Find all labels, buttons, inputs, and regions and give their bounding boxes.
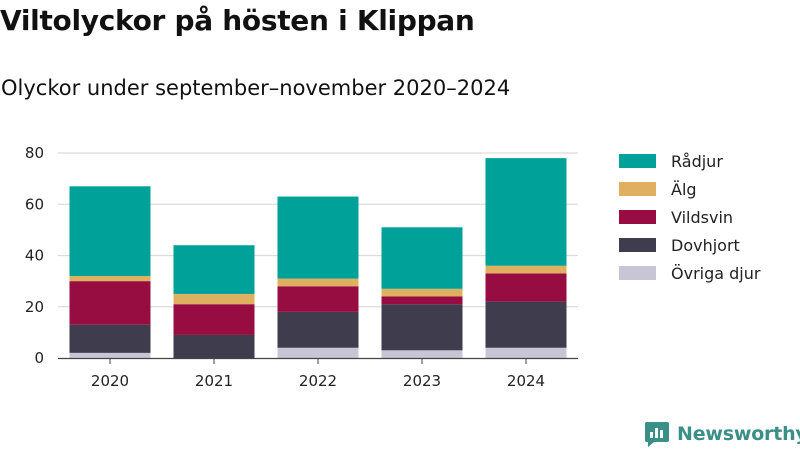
legend-item: Vildsvin xyxy=(619,203,760,231)
bar-segment xyxy=(69,281,151,325)
y-tick-label: 80 xyxy=(25,144,44,162)
legend-swatch xyxy=(619,154,656,168)
legend-item: Övriga djur xyxy=(619,259,760,287)
y-tick-label: 40 xyxy=(25,247,44,265)
bar-segment xyxy=(485,273,567,302)
bar-segment xyxy=(381,227,463,289)
bar-segment xyxy=(277,286,359,312)
bar-segment xyxy=(69,276,151,282)
legend-item: Rådjur xyxy=(619,147,760,175)
bar-segment xyxy=(381,350,463,358)
bar-segment xyxy=(277,196,359,279)
bar-segment xyxy=(485,301,567,348)
x-tick-label: 2024 xyxy=(507,372,545,390)
y-tick-label: 60 xyxy=(25,195,44,213)
bar-segment xyxy=(277,311,359,348)
bar-segment xyxy=(173,245,255,294)
legend-item: Älg xyxy=(619,175,760,203)
bar-segment xyxy=(381,296,463,305)
legend-label: Älg xyxy=(671,179,697,199)
legend-swatch xyxy=(619,182,656,196)
x-tick-label: 2023 xyxy=(403,372,441,390)
newsworthy-brand: Newsworthy xyxy=(644,420,800,448)
legend-swatch xyxy=(619,266,656,280)
bar-segment xyxy=(381,288,463,297)
bar-segment xyxy=(485,158,567,266)
legend-swatch xyxy=(619,210,656,224)
brand-name: Newsworthy xyxy=(677,423,800,445)
bar-segment xyxy=(485,347,567,358)
axes: 0 20 40 60 80 2020 2021 2022 2023 2024 xyxy=(25,144,578,390)
bar-segment xyxy=(173,334,255,358)
bar-segment xyxy=(485,265,567,274)
x-tick-label: 2020 xyxy=(91,372,129,390)
bar-stacks xyxy=(69,158,567,358)
chart-title: Viltolyckor på hösten i Klippan xyxy=(0,4,475,37)
newsworthy-logo-icon xyxy=(645,422,669,447)
bar-segment xyxy=(173,304,255,335)
bar-segment xyxy=(381,304,463,351)
bar-segment xyxy=(69,352,151,358)
chart-subtitle: Olyckor under september–november 2020–20… xyxy=(1,76,511,100)
bar-segment xyxy=(173,293,255,305)
legend-label: Vildsvin xyxy=(671,207,734,227)
legend-label: Övriga djur xyxy=(671,263,761,283)
x-tick-label: 2022 xyxy=(299,372,337,390)
y-tick-label: 20 xyxy=(25,298,44,316)
bar-segment xyxy=(277,347,359,358)
chart-legend: Rådjur Älg Vildsvin Dovhjort Övriga djur xyxy=(619,147,760,287)
legend-item: Dovhjort xyxy=(619,231,760,259)
bar-segment xyxy=(277,278,359,287)
bar-segment xyxy=(69,186,151,276)
bar-segment xyxy=(69,324,151,353)
legend-label: Dovhjort xyxy=(671,235,740,255)
legend-swatch xyxy=(619,238,656,252)
x-tick-label: 2021 xyxy=(195,372,233,390)
legend-label: Rådjur xyxy=(671,151,723,171)
y-tick-label: 0 xyxy=(34,349,44,367)
